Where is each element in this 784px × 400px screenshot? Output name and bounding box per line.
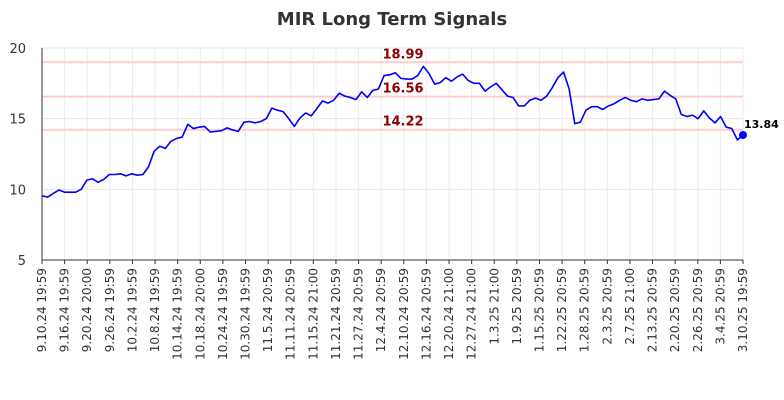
x-tick-label: 3.4.25 20:59 bbox=[713, 268, 727, 345]
x-tick-label: 2.20.25 20:59 bbox=[668, 268, 682, 352]
series-line bbox=[41, 65, 744, 198]
reference-label: 16.56 bbox=[382, 82, 423, 97]
y-tick-label: 10 bbox=[9, 183, 26, 198]
x-tick-label: 10.14.24 19:59 bbox=[171, 268, 185, 360]
axes bbox=[41, 48, 743, 261]
x-tick-label: 3.10.25 19:59 bbox=[736, 268, 750, 352]
x-tick-label: 11.15.24 21:00 bbox=[306, 268, 320, 360]
x-tick-label: 1.9.25 20:59 bbox=[510, 268, 524, 345]
x-tick-label: 11.11.24 20:59 bbox=[284, 268, 298, 360]
series-group bbox=[41, 65, 744, 198]
reference-lines: 18.99 16.56 14.22 bbox=[42, 47, 743, 131]
y-tick-label: 20 bbox=[9, 42, 26, 57]
x-tick-label: 12.4.24 20:59 bbox=[374, 268, 388, 352]
x-tick-label: 11.21.24 20:59 bbox=[329, 268, 343, 360]
x-tick-label: 1.22.25 20:59 bbox=[555, 268, 569, 352]
last-value-label: 13.84 bbox=[744, 118, 779, 131]
x-tick-label: 2.3.25 20:59 bbox=[600, 268, 614, 345]
y-tick-label: 5 bbox=[18, 254, 26, 269]
x-tick-label: 10.24.24 19:59 bbox=[216, 268, 230, 360]
y-axis-ticks: 5 10 15 20 bbox=[9, 42, 26, 269]
x-tick-label: 12.20.24 21:00 bbox=[442, 268, 456, 360]
x-tick-label: 10.18.24 20:00 bbox=[193, 268, 207, 360]
grid-lines bbox=[41, 47, 744, 261]
reference-label: 18.99 bbox=[382, 47, 423, 62]
x-tick-label: 2.13.25 20:59 bbox=[646, 268, 660, 352]
reference-label: 14.22 bbox=[382, 115, 423, 130]
x-tick-label: 12.16.24 20:59 bbox=[419, 268, 433, 360]
x-tick-label: 9.10.24 19:59 bbox=[35, 268, 49, 352]
x-tick-label: 10.2.24 19:59 bbox=[125, 268, 139, 352]
x-axis-ticks: 9.10.24 19:59 9.16.24 19:59 9.20.24 20:00 9… bbox=[35, 260, 750, 360]
last-point-group: 13.84 bbox=[739, 118, 779, 140]
x-tick-label: 9.26.24 19:59 bbox=[103, 268, 117, 352]
x-tick-label: 10.8.24 19:59 bbox=[148, 268, 162, 352]
x-tick-label: 12.10.24 20:59 bbox=[397, 268, 411, 360]
x-tick-label: 9.16.24 19:59 bbox=[58, 268, 72, 352]
y-tick-label: 15 bbox=[9, 113, 26, 128]
last-point-marker bbox=[739, 131, 747, 140]
x-tick-label: 11.5.24 20:59 bbox=[261, 268, 275, 352]
chart-title: MIR Long Term Signals bbox=[277, 9, 507, 30]
x-tick-label: 2.7.25 21:00 bbox=[623, 268, 637, 345]
x-tick-label: 1.15.25 20:59 bbox=[532, 268, 546, 352]
x-tick-label: 10.30.24 19:59 bbox=[239, 268, 253, 360]
x-tick-label: 9.20.24 20:00 bbox=[80, 268, 94, 352]
x-tick-label: 12.27.24 21:00 bbox=[465, 268, 479, 360]
x-tick-label: 1.28.25 20:59 bbox=[578, 268, 592, 352]
x-tick-label: 11.27.24 20:59 bbox=[352, 268, 366, 360]
x-tick-label: 2.26.25 20:59 bbox=[691, 268, 705, 352]
x-tick-label: 1.3.25 21:00 bbox=[487, 268, 501, 345]
